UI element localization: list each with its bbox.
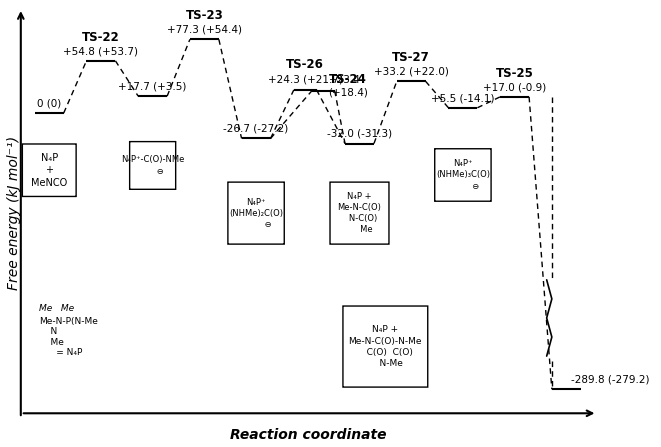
Text: N₄P +
Me-N-C(O)
   N-C(O)
     Me: N₄P + Me-N-C(O) N-C(O) Me: [338, 192, 381, 234]
Text: -32.0 (-31.3): -32.0 (-31.3): [327, 129, 392, 139]
Text: N₄P⁺-C(O)-NMe
      ⊖: N₄P⁺-C(O)-NMe ⊖: [121, 156, 184, 176]
Text: +54.8 (+53.7): +54.8 (+53.7): [63, 46, 138, 56]
Text: Reaction coordinate: Reaction coordinate: [229, 428, 386, 442]
Text: TS-22: TS-22: [82, 31, 120, 44]
Text: +23.4
(+18.4): +23.4 (+18.4): [329, 75, 368, 97]
Text: N₄P⁺
(NHMe)₂C(O)
         ⊖: N₄P⁺ (NHMe)₂C(O) ⊖: [229, 198, 283, 229]
Text: 0 (0): 0 (0): [37, 98, 61, 108]
Text: TS-23: TS-23: [186, 9, 223, 22]
FancyBboxPatch shape: [130, 142, 176, 189]
FancyBboxPatch shape: [343, 306, 428, 387]
FancyBboxPatch shape: [435, 149, 491, 201]
Text: -26.7 (-27.2): -26.7 (-27.2): [223, 124, 289, 134]
Text: TS-26: TS-26: [286, 58, 324, 71]
Text: Free energy (kJ mol⁻¹): Free energy (kJ mol⁻¹): [7, 136, 21, 290]
Text: N₄P +
Me-N-C(O)-N-Me
   C(O)  C(O)
    N-Me: N₄P + Me-N-C(O)-N-Me C(O) C(O) N-Me: [348, 325, 422, 368]
Text: N₄P⁺
(NHMe)₃C(O)
          ⊖: N₄P⁺ (NHMe)₃C(O) ⊖: [436, 160, 490, 190]
Text: +33.2 (+22.0): +33.2 (+22.0): [373, 67, 449, 76]
Text: TS-24: TS-24: [329, 73, 366, 86]
FancyBboxPatch shape: [330, 182, 389, 244]
Text: +24.3 (+21.7): +24.3 (+21.7): [268, 74, 342, 84]
FancyBboxPatch shape: [228, 182, 284, 244]
Text: Me-N-P(N-Me
    N
    Me
      = N₄P: Me-N-P(N-Me N Me = N₄P: [39, 317, 98, 357]
Text: +77.3 (+54.4): +77.3 (+54.4): [167, 25, 242, 34]
Text: TS-25: TS-25: [496, 67, 533, 80]
Text: +17.0 (-0.9): +17.0 (-0.9): [483, 82, 546, 92]
Text: +5.5 (-14.1): +5.5 (-14.1): [431, 93, 494, 103]
Text: +17.7 (+3.5): +17.7 (+3.5): [118, 81, 187, 91]
Text: Me   Me: Me Me: [39, 304, 74, 313]
Text: TS-27: TS-27: [393, 51, 430, 64]
FancyBboxPatch shape: [22, 144, 76, 196]
Text: N₄P
+
MeNCO: N₄P + MeNCO: [31, 153, 67, 188]
Text: -289.8 (-279.2): -289.8 (-279.2): [572, 375, 650, 384]
